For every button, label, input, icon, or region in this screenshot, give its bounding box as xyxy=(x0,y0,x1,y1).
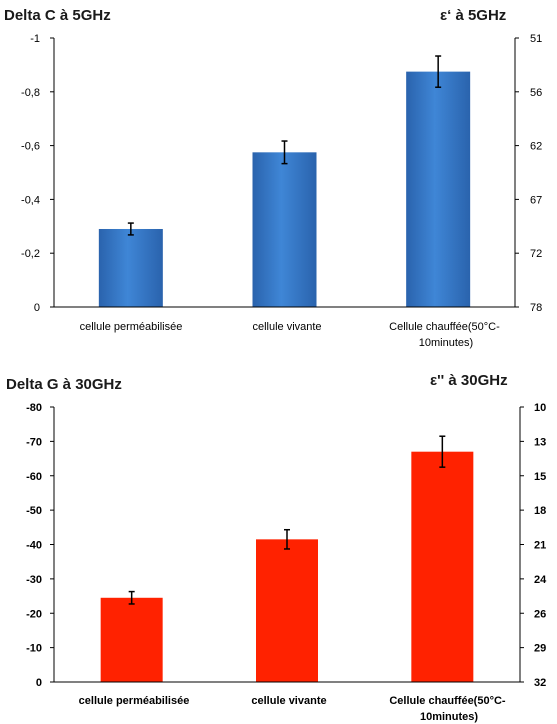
error-bar xyxy=(435,55,442,88)
right-tick-label: 32 xyxy=(534,677,546,689)
left-tick-labels: -80 -70 -60 -50 -40 -30 -20 -10 0 xyxy=(26,402,54,689)
error-bar xyxy=(281,140,288,165)
left-tick-label: -60 xyxy=(26,471,42,483)
left-tick-label: -1 xyxy=(30,33,40,45)
error-bar xyxy=(128,590,135,605)
left-tick-label: -70 xyxy=(26,436,42,448)
right-tick-label: 18 xyxy=(534,505,546,517)
error-bar xyxy=(439,435,446,468)
error-bar xyxy=(284,528,290,550)
left-tick-label: -0,2 xyxy=(21,248,40,260)
chart-title: Delta C à 5GHz xyxy=(4,7,111,24)
category-label: cellule vivante xyxy=(251,695,326,707)
bar xyxy=(252,152,317,307)
right-tick-labels: 10 13 15 18 21 24 26 29 32 xyxy=(520,402,547,689)
left-tick-label: -30 xyxy=(26,574,42,586)
left-tick-label: 0 xyxy=(34,302,40,314)
category-label: cellule perméabilisée xyxy=(80,321,183,333)
left-tick-label: -20 xyxy=(26,608,42,620)
chart-title: Delta G à 30GHz xyxy=(6,376,122,393)
category-labels: cellule perméabilisée cellule vivante Ce… xyxy=(79,695,508,723)
category-label: cellule perméabilisée xyxy=(79,695,190,707)
bar xyxy=(100,597,163,682)
left-tick-label: -0,8 xyxy=(21,87,40,99)
category-label: cellule vivante xyxy=(252,321,321,333)
left-tick-label: -50 xyxy=(26,505,42,517)
chart-delta-g: Delta G à 30GHz ε'' à 30GHz -80 -70 -60 -50… xyxy=(6,372,547,723)
right-tick-label: 15 xyxy=(534,471,546,483)
right-tick-label: 72 xyxy=(530,248,542,260)
right-tick-label: 26 xyxy=(534,608,546,620)
right-tick-label: 62 xyxy=(530,141,542,153)
left-tick-label: -40 xyxy=(26,540,42,552)
right-tick-label: 21 xyxy=(534,540,546,552)
bars xyxy=(98,55,471,307)
left-tick-label: 0 xyxy=(36,677,42,689)
bar xyxy=(256,539,318,682)
bars xyxy=(100,435,474,682)
right-axis-title: ε'' à 30GHz xyxy=(430,372,508,389)
right-tick-label: 10 xyxy=(534,402,546,414)
left-tick-label: -0,4 xyxy=(21,194,40,206)
bar xyxy=(98,228,163,307)
right-tick-label: 29 xyxy=(534,643,546,655)
right-tick-label: 56 xyxy=(530,87,542,99)
error-bar xyxy=(127,222,134,236)
category-label: Cellule chauffée(50°C- 10minutes) xyxy=(389,321,503,349)
bar xyxy=(411,451,474,682)
right-tick-label: 67 xyxy=(530,194,542,206)
right-tick-label: 51 xyxy=(530,33,542,45)
right-tick-label: 78 xyxy=(530,302,542,314)
category-labels: cellule perméabilisée cellule vivante Ce… xyxy=(80,321,503,349)
left-tick-label: -10 xyxy=(26,643,42,655)
left-tick-label: -80 xyxy=(26,402,42,414)
right-axis-title: ε‘ à 5GHz xyxy=(440,7,506,24)
right-tick-label: 13 xyxy=(534,436,546,448)
category-label: Cellule chauffée(50°C- 10minutes) xyxy=(389,695,508,723)
bar xyxy=(406,71,471,307)
left-tick-label: -0,6 xyxy=(21,141,40,153)
chart-delta-c: Delta C à 5GHz ε‘ à 5GHz -1-0,8-0,6-0,4-… xyxy=(4,7,542,349)
left-tick-labels: -1 -0,8 -0,6 -0,4 -0,2 0 xyxy=(21,33,54,314)
right-tick-labels: 51 56 62 67 72 78 xyxy=(515,33,542,314)
right-tick-label: 24 xyxy=(534,574,547,586)
